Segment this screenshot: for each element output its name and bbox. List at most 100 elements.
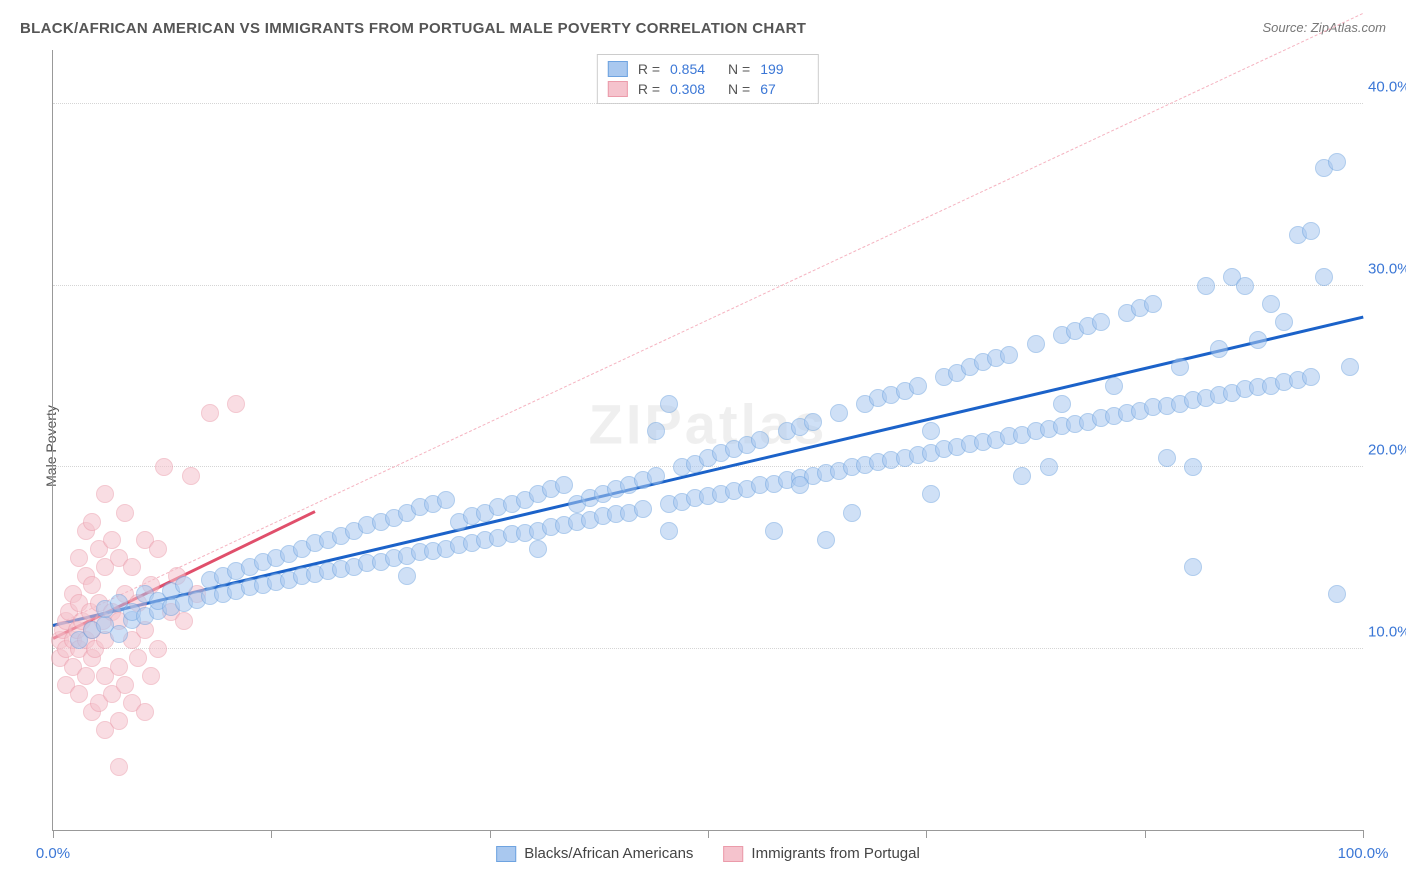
legend-label-2: Immigrants from Portugal [751, 845, 919, 862]
scatter-point [83, 513, 101, 531]
scatter-point [817, 531, 835, 549]
scatter-point [1302, 368, 1320, 386]
n-value-1: 199 [760, 61, 808, 77]
scatter-point [116, 676, 134, 694]
scatter-point [149, 540, 167, 558]
scatter-point [647, 422, 665, 440]
legend-row-series-2: R = 0.308 N = 67 [608, 79, 808, 99]
legend-label-1: Blacks/African Americans [524, 845, 693, 862]
chart-title: BLACK/AFRICAN AMERICAN VS IMMIGRANTS FRO… [20, 20, 806, 37]
scatter-point [804, 413, 822, 431]
scatter-point [155, 458, 173, 476]
scatter-point [136, 703, 154, 721]
scatter-point [83, 576, 101, 594]
legend-swatch-blue [496, 846, 516, 862]
source-attribution: Source: ZipAtlas.com [1262, 20, 1386, 35]
legend-swatch-pink [608, 81, 628, 97]
scatter-point [398, 567, 416, 585]
scatter-point [110, 625, 128, 643]
scatter-point [1249, 331, 1267, 349]
scatter-point [77, 667, 95, 685]
scatter-point [1262, 295, 1280, 313]
scatter-point [922, 422, 940, 440]
scatter-point [1144, 295, 1162, 313]
scatter-point [1328, 585, 1346, 603]
n-label: N = [728, 61, 750, 77]
scatter-point [751, 431, 769, 449]
legend-swatch-pink [723, 846, 743, 862]
scatter-point [647, 467, 665, 485]
scatter-point [201, 404, 219, 422]
x-tick [926, 830, 927, 838]
scatter-point [110, 758, 128, 776]
scatter-point [1236, 277, 1254, 295]
scatter-point [110, 712, 128, 730]
scatter-point [182, 467, 200, 485]
scatter-point [1197, 277, 1215, 295]
scatter-point [634, 500, 652, 518]
y-tick-label: 10.0% [1368, 623, 1406, 640]
scatter-point [1341, 358, 1359, 376]
scatter-point [123, 558, 141, 576]
scatter-point [1302, 222, 1320, 240]
scatter-point [103, 531, 121, 549]
scatter-point [110, 658, 128, 676]
scatter-point [96, 485, 114, 503]
scatter-point [1184, 458, 1202, 476]
scatter-point [1328, 153, 1346, 171]
r-value-2: 0.308 [670, 81, 718, 97]
scatter-point [1275, 313, 1293, 331]
scatter-point [149, 640, 167, 658]
x-tick [53, 830, 54, 838]
x-tick-label: 0.0% [36, 845, 70, 862]
scatter-point [1000, 346, 1018, 364]
n-label: N = [728, 81, 750, 97]
legend-item-1: Blacks/African Americans [496, 845, 693, 862]
correlation-legend: R = 0.854 N = 199 R = 0.308 N = 67 [597, 54, 819, 104]
scatter-point [830, 404, 848, 422]
r-label: R = [638, 61, 660, 77]
scatter-point [843, 504, 861, 522]
scatter-point [909, 377, 927, 395]
gridline-h [53, 285, 1363, 286]
r-value-1: 0.854 [670, 61, 718, 77]
legend-swatch-blue [608, 61, 628, 77]
scatter-point [1105, 377, 1123, 395]
x-tick-label: 100.0% [1338, 845, 1389, 862]
scatter-point [142, 667, 160, 685]
series-legend: Blacks/African Americans Immigrants from… [496, 845, 920, 862]
scatter-point [765, 522, 783, 540]
legend-item-2: Immigrants from Portugal [723, 845, 919, 862]
r-label: R = [638, 81, 660, 97]
scatter-point [1315, 268, 1333, 286]
scatter-point [227, 395, 245, 413]
scatter-point [1027, 335, 1045, 353]
scatter-point [1013, 467, 1031, 485]
scatter-point [175, 576, 193, 594]
y-tick-label: 40.0% [1368, 79, 1406, 96]
legend-row-series-1: R = 0.854 N = 199 [608, 59, 808, 79]
scatter-point [791, 476, 809, 494]
scatter-point [660, 522, 678, 540]
scatter-point [437, 491, 455, 509]
x-tick [1363, 830, 1364, 838]
scatter-point [1210, 340, 1228, 358]
scatter-point [1092, 313, 1110, 331]
x-tick [490, 830, 491, 838]
scatter-point [1158, 449, 1176, 467]
y-tick-label: 20.0% [1368, 442, 1406, 459]
scatter-point [70, 549, 88, 567]
scatter-plot-area: ZIPatlas R = 0.854 N = 199 R = 0.308 N =… [52, 50, 1363, 831]
scatter-point [922, 485, 940, 503]
scatter-point [116, 504, 134, 522]
scatter-point [70, 685, 88, 703]
scatter-point [660, 395, 678, 413]
scatter-point [1184, 558, 1202, 576]
trend-line [53, 13, 1363, 627]
x-tick [271, 830, 272, 838]
x-tick [708, 830, 709, 838]
scatter-point [529, 540, 547, 558]
scatter-point [1171, 358, 1189, 376]
scatter-point [175, 612, 193, 630]
gridline-h [53, 648, 1363, 649]
